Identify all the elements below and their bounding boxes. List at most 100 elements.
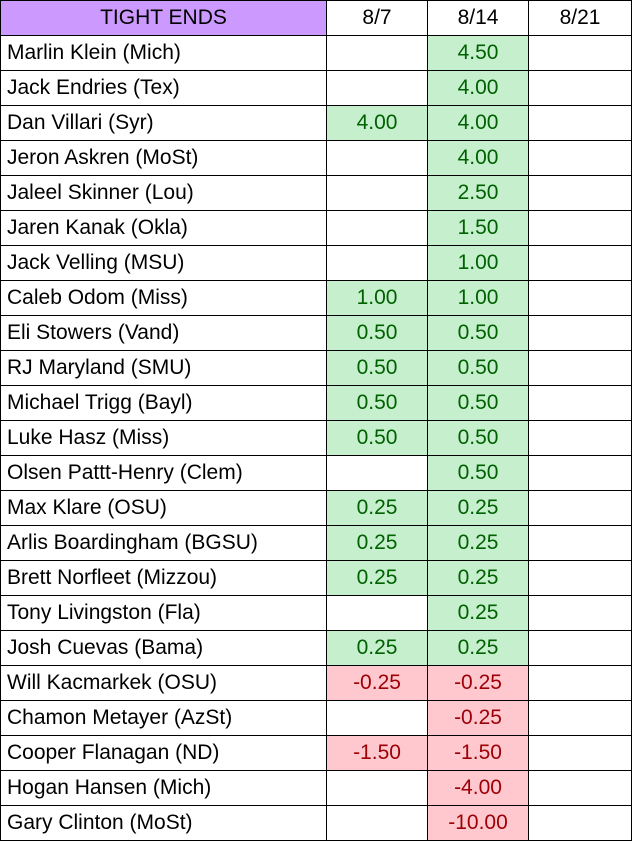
empty-cell (528, 560, 632, 596)
player-row: Hogan Hansen (Mich) -4.00 (0, 770, 632, 806)
value-cell: 0.25 (326, 525, 428, 561)
empty-cell (528, 665, 632, 701)
value-cell: 0.50 (427, 385, 529, 421)
player-row: Max Klare (OSU) 0.25 0.25 (0, 490, 632, 526)
empty-cell (326, 455, 428, 491)
player-name: Hogan Hansen (Mich) (0, 770, 327, 806)
value-cell: -10.00 (427, 805, 529, 841)
player-name: Will Kacmarkek (OSU) (0, 665, 327, 701)
player-name: Olsen Pattt-Henry (Clem) (0, 455, 327, 491)
value-cell: -4.00 (427, 770, 529, 806)
value-cell: 4.00 (427, 105, 529, 141)
player-name: Jaren Kanak (Okla) (0, 210, 327, 246)
player-name: Jack Endries (Tex) (0, 70, 327, 106)
player-row: Marlin Klein (Mich) 4.50 (0, 35, 632, 71)
empty-cell (528, 245, 632, 281)
empty-cell (326, 210, 428, 246)
empty-cell (528, 490, 632, 526)
player-row: Jaren Kanak (Okla) 1.50 (0, 210, 632, 246)
player-row: Will Kacmarkek (OSU) -0.25 -0.25 (0, 665, 632, 701)
empty-cell (528, 700, 632, 736)
value-cell: 0.50 (326, 385, 428, 421)
header-row: TIGHT ENDS 8/7 8/14 8/21 (0, 0, 632, 36)
player-row: Chamon Metayer (AzSt) -0.25 (0, 700, 632, 736)
empty-cell (528, 805, 632, 841)
player-row: Luke Hasz (Miss) 0.50 0.50 (0, 420, 632, 456)
player-row: Olsen Pattt-Henry (Clem) 0.50 (0, 455, 632, 491)
empty-cell (528, 175, 632, 211)
value-cell: -0.25 (326, 665, 428, 701)
value-cell: 4.00 (427, 70, 529, 106)
header-date: 8/14 (427, 0, 529, 36)
empty-cell (326, 770, 428, 806)
empty-cell (528, 105, 632, 141)
empty-cell (528, 315, 632, 351)
spreadsheet: TIGHT ENDS 8/7 8/14 8/21 Marlin Klein (Mich)… (0, 0, 632, 841)
empty-cell (528, 140, 632, 176)
value-cell: 1.00 (427, 280, 529, 316)
empty-cell (326, 595, 428, 631)
player-row: Tony Livingston (Fla) 0.25 (0, 595, 632, 631)
empty-cell (528, 35, 632, 71)
value-cell: -0.25 (427, 700, 529, 736)
value-cell: 0.50 (427, 455, 529, 491)
empty-cell (326, 245, 428, 281)
value-cell: 1.00 (427, 245, 529, 281)
value-cell: 0.25 (427, 595, 529, 631)
player-row: Brett Norfleet (Mizzou) 0.25 0.25 (0, 560, 632, 596)
value-cell: 1.00 (326, 280, 428, 316)
header-date: 8/7 (326, 0, 428, 36)
empty-cell (528, 210, 632, 246)
player-name: Gary Clinton (MoSt) (0, 805, 327, 841)
player-name: Caleb Odom (Miss) (0, 280, 327, 316)
empty-cell (528, 385, 632, 421)
value-cell: 0.25 (427, 525, 529, 561)
value-cell: 0.50 (427, 350, 529, 386)
player-name: Jeron Askren (MoSt) (0, 140, 327, 176)
value-cell: 0.25 (326, 630, 428, 666)
value-cell: 0.50 (326, 420, 428, 456)
player-row: Michael Trigg (Bayl) 0.50 0.50 (0, 385, 632, 421)
player-name: Chamon Metayer (AzSt) (0, 700, 327, 736)
player-name: Max Klare (OSU) (0, 490, 327, 526)
player-name: Tony Livingston (Fla) (0, 595, 327, 631)
player-row: Caleb Odom (Miss) 1.00 1.00 (0, 280, 632, 316)
empty-cell (528, 455, 632, 491)
player-row: Gary Clinton (MoSt) -10.00 (0, 805, 632, 841)
header-date: 8/21 (528, 0, 632, 36)
player-row: Josh Cuevas (Bama) 0.25 0.25 (0, 630, 632, 666)
value-cell: 4.00 (326, 105, 428, 141)
value-cell: 0.25 (326, 560, 428, 596)
empty-cell (528, 770, 632, 806)
empty-cell (528, 630, 632, 666)
empty-cell (528, 735, 632, 771)
header-title: TIGHT ENDS (0, 0, 327, 36)
player-name: Jaleel Skinner (Lou) (0, 175, 327, 211)
empty-cell (528, 595, 632, 631)
player-name: Cooper Flanagan (ND) (0, 735, 327, 771)
value-cell: 4.50 (427, 35, 529, 71)
empty-cell (326, 140, 428, 176)
player-name: Jack Velling (MSU) (0, 245, 327, 281)
player-name: Eli Stowers (Vand) (0, 315, 327, 351)
player-name: Arlis Boardingham (BGSU) (0, 525, 327, 561)
player-name: Dan Villari (Syr) (0, 105, 327, 141)
empty-cell (528, 70, 632, 106)
empty-cell (326, 700, 428, 736)
value-cell: -0.25 (427, 665, 529, 701)
player-name: Brett Norfleet (Mizzou) (0, 560, 327, 596)
value-cell: -1.50 (326, 735, 428, 771)
value-cell: 0.25 (427, 490, 529, 526)
value-cell: 0.25 (326, 490, 428, 526)
empty-cell (528, 280, 632, 316)
empty-cell (326, 70, 428, 106)
empty-cell (326, 805, 428, 841)
player-name: Marlin Klein (Mich) (0, 35, 327, 71)
player-row: Eli Stowers (Vand) 0.50 0.50 (0, 315, 632, 351)
player-row: Jack Endries (Tex) 4.00 (0, 70, 632, 106)
player-row: Jeron Askren (MoSt) 4.00 (0, 140, 632, 176)
player-name: Michael Trigg (Bayl) (0, 385, 327, 421)
empty-cell (326, 35, 428, 71)
empty-cell (528, 420, 632, 456)
empty-cell (326, 175, 428, 211)
